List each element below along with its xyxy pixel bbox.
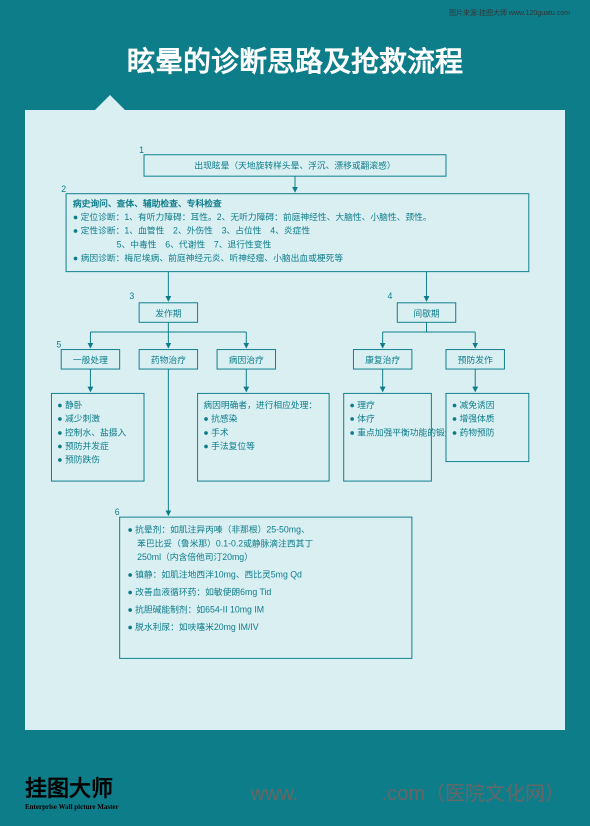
svg-text:病因明确者，进行相应处理：: 病因明确者，进行相应处理： <box>203 399 317 410</box>
svg-text:3: 3 <box>129 291 134 301</box>
svg-text:5: 5 <box>56 340 61 350</box>
svg-text:● 抗感染: ● 抗感染 <box>203 413 237 424</box>
svg-text:● 药物预防: ● 药物预防 <box>452 426 495 437</box>
node-num: 2 <box>61 184 66 194</box>
svg-text:● 预防跌伤: ● 预防跌伤 <box>57 454 100 465</box>
node-num: 1 <box>139 145 144 155</box>
svg-text:一般处理: 一般处理 <box>73 354 108 365</box>
svg-text:康复治疗: 康复治疗 <box>365 354 400 365</box>
node-1-text: 出现眩晕（天地旋转样头晕、浮沉、漂移或翻滚感） <box>194 159 395 170</box>
svg-text:● 手术: ● 手术 <box>203 426 228 437</box>
svg-text:间歇期: 间歇期 <box>413 307 439 318</box>
svg-text:● 控制水、盐摄入: ● 控制水、盐摄入 <box>57 426 126 437</box>
svg-text:● 理疗: ● 理疗 <box>350 399 375 410</box>
top-watermark: 图片来源:挂图大师 www.120guatu.com <box>449 8 570 18</box>
svg-text:● 抗胆碱能制剂：如654-II 10mg IM: ● 抗胆碱能制剂：如654-II 10mg IM <box>127 604 264 615</box>
footer-url: www.120guatu.com（医院文化网） <box>250 777 565 806</box>
svg-text:● 抗晕剂：如肌注异丙嗪（非那根）25-50mg、: ● 抗晕剂：如肌注异丙嗪（非那根）25-50mg、 <box>127 524 309 535</box>
svg-text:药物治疗: 药物治疗 <box>151 354 186 365</box>
svg-text:● 定位诊断：1、有听力障碍：耳性。2、无听力障碍：前庭神经: ● 定位诊断：1、有听力障碍：耳性。2、无听力障碍：前庭神经性、大脑性、小脑性、… <box>73 211 432 222</box>
footer: 挂图大师 Enterprise Wall picture Master www.… <box>0 771 590 811</box>
svg-text:250ml（内含倍他司汀20mg）: 250ml（内含倍他司汀20mg） <box>137 551 253 562</box>
svg-text:4: 4 <box>388 291 393 301</box>
svg-text:● 手法复位等: ● 手法复位等 <box>203 440 255 451</box>
svg-text:● 静卧: ● 静卧 <box>57 399 82 410</box>
svg-text:苯巴比妥（鲁米那）0.1-0.2或静脉滴注西其丁: 苯巴比妥（鲁米那）0.1-0.2或静脉滴注西其丁 <box>137 537 313 548</box>
svg-text:● 减少刺激: ● 减少刺激 <box>57 413 100 424</box>
svg-text:● 增强体质: ● 增强体质 <box>452 413 495 424</box>
flowchart-panel: 1 出现眩晕（天地旋转样头晕、浮沉、漂移或翻滚感） 2 病史询问、查体、辅助检查… <box>25 110 565 730</box>
svg-text:● 重点加强平衡功能的锻炼: ● 重点加强平衡功能的锻炼 <box>350 426 454 437</box>
node-2-header: 病史询问、查体、辅助检查、专科检查 <box>73 197 222 208</box>
svg-text:● 脱水利尿：如呋噻米20mg IM/IV: ● 脱水利尿：如呋噻米20mg IM/IV <box>127 621 258 632</box>
svg-text:发作期: 发作期 <box>155 307 181 318</box>
svg-text:● 体疗: ● 体疗 <box>350 413 375 424</box>
svg-text:● 改善血液循环药：如敏使朗6mg Tid: ● 改善血液循环药：如敏使朗6mg Tid <box>127 586 271 597</box>
svg-text:5、中毒性 6、代谢性 7、退行性变性: 5、中毒性 6、代谢性 7、退行性变性 <box>73 238 272 249</box>
svg-text:● 定性诊断：1、血管性 2、外伤性 3、占位性 4、炎症性: ● 定性诊断：1、血管性 2、外伤性 3、占位性 4、炎症性 <box>73 225 310 236</box>
svg-text:预防发作: 预防发作 <box>458 354 493 365</box>
flowchart-svg: 1 出现眩晕（天地旋转样头晕、浮沉、漂移或翻滚感） 2 病史询问、查体、辅助检查… <box>40 145 550 710</box>
svg-text:● 病因诊断：梅尼埃病、前庭神经元炎、听神经瘤、小脑出血或梗: ● 病因诊断：梅尼埃病、前庭神经元炎、听神经瘤、小脑出血或梗死等 <box>73 252 343 263</box>
svg-text:● 减免诱因: ● 减免诱因 <box>452 399 495 410</box>
svg-text:病因治疗: 病因治疗 <box>229 354 264 365</box>
logo: 挂图大师 Enterprise Wall picture Master <box>25 771 119 811</box>
svg-text:● 预防并发症: ● 预防并发症 <box>57 440 109 451</box>
svg-text:● 镇静：如肌注地西泮10mg、西比灵5mg Qd: ● 镇静：如肌注地西泮10mg、西比灵5mg Qd <box>127 569 302 580</box>
svg-text:6: 6 <box>115 507 120 517</box>
